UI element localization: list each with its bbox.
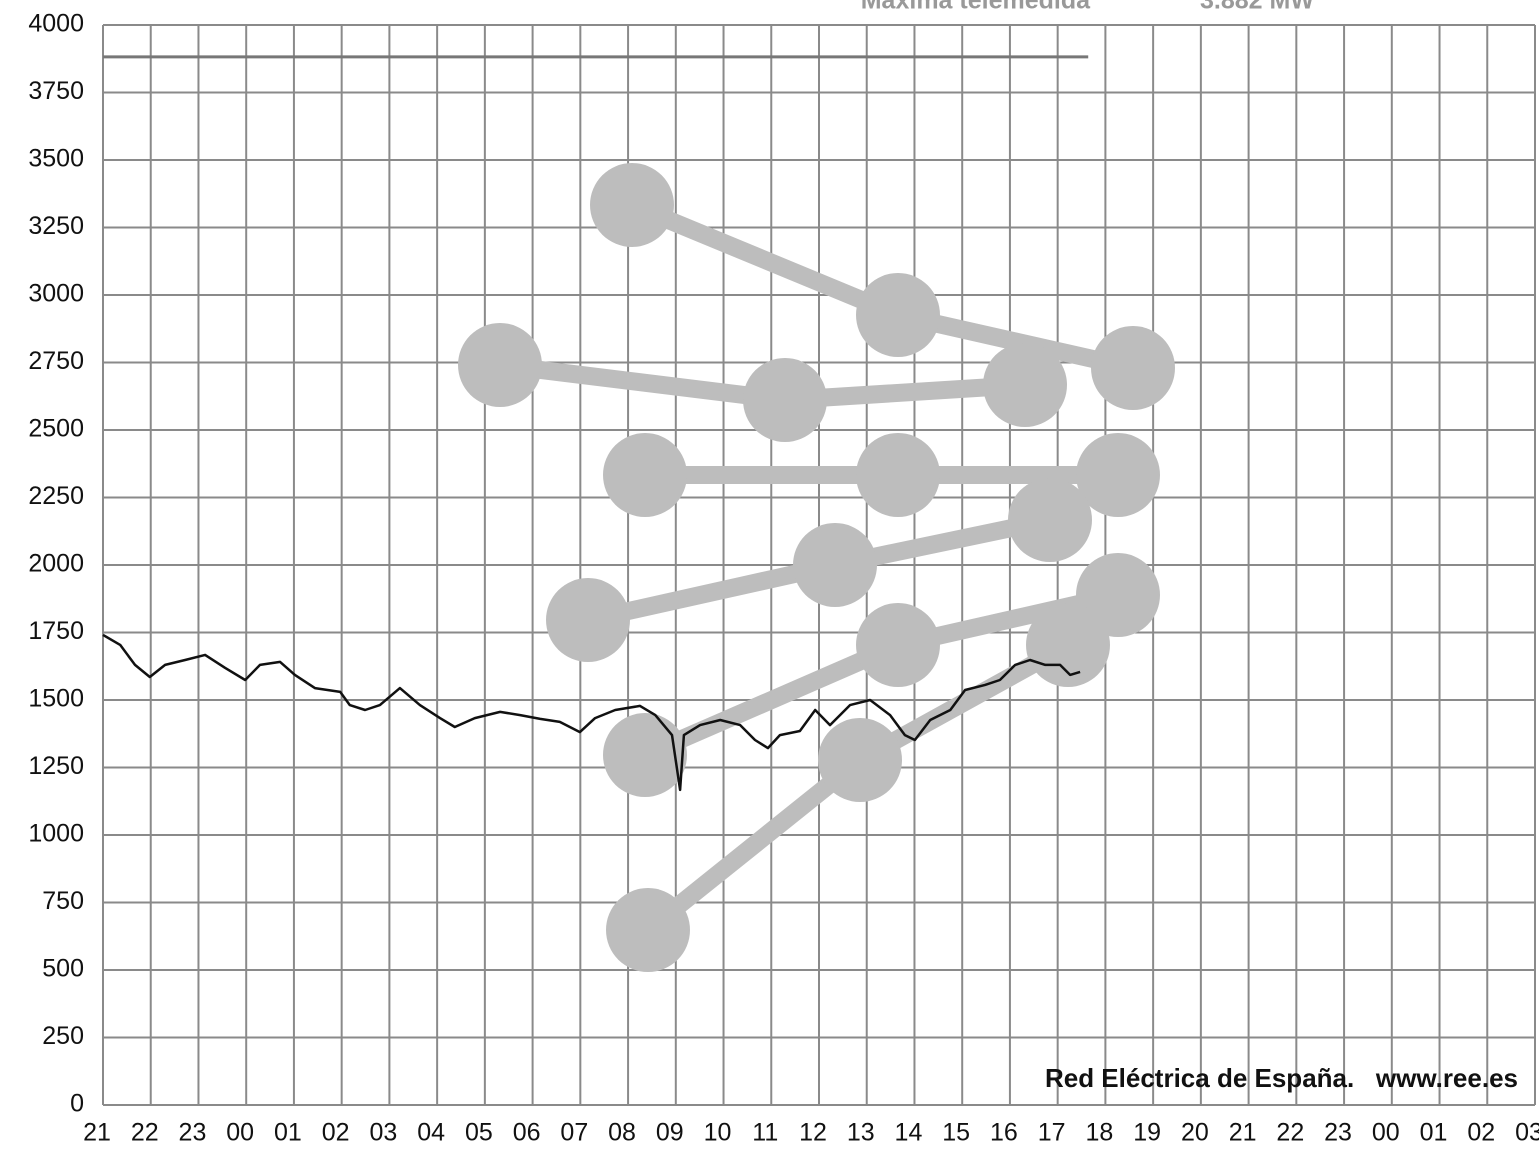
max-label: Máxima telemedida [861,0,1091,15]
x-tick-label: 07 [560,1119,588,1147]
x-tick-label: 16 [990,1119,1018,1147]
x-tick-label: 21 [1229,1119,1257,1147]
x-tick-label: 06 [513,1119,541,1147]
x-tick-label: 20 [1181,1119,1209,1147]
y-tick-label: 500 [42,955,84,983]
x-tick-label: 15 [942,1119,970,1147]
y-tick-label: 250 [42,1022,84,1050]
y-tick-label: 3000 [28,280,84,308]
y-tick-label: 3500 [28,145,84,173]
y-tick-label: 4000 [28,10,84,38]
x-tick-label: 23 [1324,1119,1352,1147]
x-tick-label: 01 [1420,1119,1448,1147]
x-tick-label: 14 [895,1119,923,1147]
y-tick-label: 2000 [28,550,84,578]
y-tick-label: 3250 [28,212,84,240]
y-tick-label: 750 [42,887,84,915]
y-tick-label: 1500 [28,685,84,713]
x-tick-label: 02 [322,1119,350,1147]
y-tick-label: 2500 [28,415,84,443]
x-tick-label: 05 [465,1119,493,1147]
x-tick-label: 22 [131,1119,159,1147]
y-tick-label: 0 [70,1090,84,1118]
x-tick-label: 08 [608,1119,636,1147]
x-tick-label: 13 [847,1119,875,1147]
chart: Máxima telemedida 3.882 MW Red Eléctrica… [0,0,1539,1151]
x-tick-label: 23 [179,1119,207,1147]
x-tick-label: 03 [369,1119,397,1147]
x-tick-label: 04 [417,1119,445,1147]
x-tick-label: 02 [1467,1119,1495,1147]
watermark: Red Eléctrica de España. www.ree.es [1045,1063,1518,1093]
x-tick-label: 00 [1372,1119,1400,1147]
background-logo [458,163,1175,972]
x-tick-label: 00 [226,1119,254,1147]
x-tick-label: 19 [1133,1119,1161,1147]
x-tick-label: 17 [1038,1119,1066,1147]
x-tick-label: 09 [656,1119,684,1147]
y-tick-label: 2750 [28,347,84,375]
x-tick-label: 11 [752,1119,778,1147]
x-tick-label: 18 [1085,1119,1113,1147]
y-tick-label: 1750 [28,617,84,645]
y-tick-label: 1000 [28,820,84,848]
y-tick-label: 1250 [28,752,84,780]
x-tick-label: 03 [1515,1119,1539,1147]
x-tick-label: 10 [704,1119,732,1147]
y-tick-label: 3750 [28,77,84,105]
x-tick-label: 22 [1276,1119,1304,1147]
max-value-label: 3.882 MW [1200,0,1314,15]
x-tick-label: 01 [274,1119,302,1147]
x-tick-label: 21 [83,1119,111,1147]
y-tick-label: 2250 [28,482,84,510]
x-tick-label: 12 [799,1119,827,1147]
